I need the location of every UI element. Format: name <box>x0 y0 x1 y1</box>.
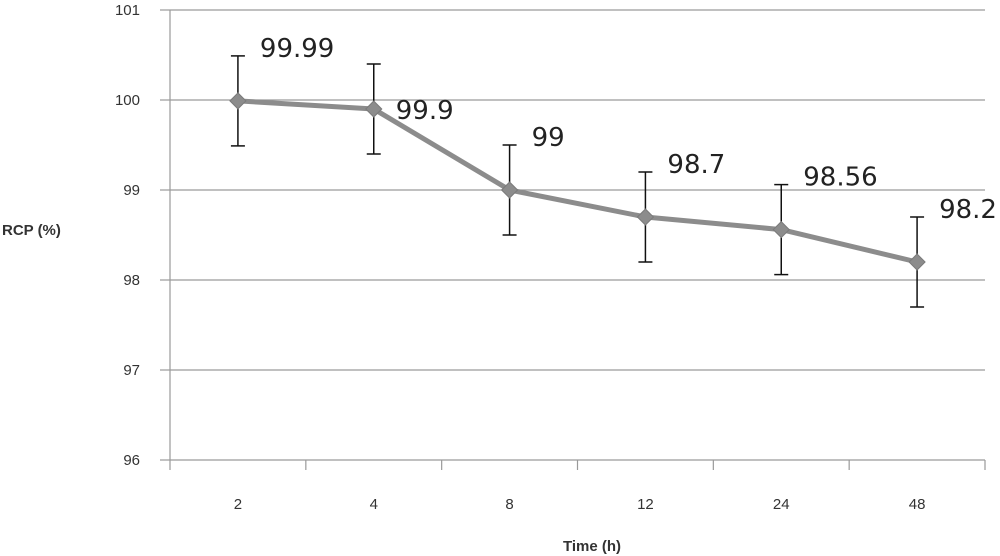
data-label: 98.2 <box>939 195 997 225</box>
series-line <box>237 98 918 265</box>
axes <box>160 9 986 470</box>
data-label: 98.7 <box>667 150 725 180</box>
y-tick-label: 99 <box>123 182 140 199</box>
data-labels: 99.99 99.9 99 98.7 98.56 98.2 <box>260 34 997 225</box>
data-point <box>636 208 655 226</box>
y-tick-label: 98 <box>123 272 140 289</box>
data-label: 99.9 <box>396 96 454 126</box>
x-tick-label: 8 <box>505 496 513 513</box>
x-tick-label: 12 <box>637 496 654 513</box>
y-axis-title: RCP (%) <box>2 222 61 239</box>
x-tick-labels: 2 4 8 12 24 48 <box>234 496 926 513</box>
data-point <box>229 92 247 110</box>
x-tick-label: 24 <box>773 496 790 513</box>
y-tick-label: 101 <box>115 2 140 19</box>
data-point <box>365 100 383 118</box>
data-label: 98.56 <box>803 163 877 193</box>
gridlines <box>170 9 985 371</box>
y-tick-label: 96 <box>123 452 140 469</box>
y-tick-label: 100 <box>115 92 140 109</box>
y-tick-label: 97 <box>123 362 140 379</box>
x-axis-title: Time (h) <box>563 538 621 555</box>
y-tick-labels: 96 97 98 99 100 101 <box>115 2 140 469</box>
data-label: 99 <box>532 123 565 153</box>
x-tick-label: 2 <box>234 496 242 513</box>
data-point <box>500 181 519 199</box>
series-rcp <box>229 55 926 308</box>
data-label: 99.99 <box>260 34 334 64</box>
data-point <box>908 253 926 271</box>
x-tick-label: 48 <box>909 496 926 513</box>
data-point <box>772 220 790 239</box>
x-tick-label: 4 <box>370 496 378 513</box>
